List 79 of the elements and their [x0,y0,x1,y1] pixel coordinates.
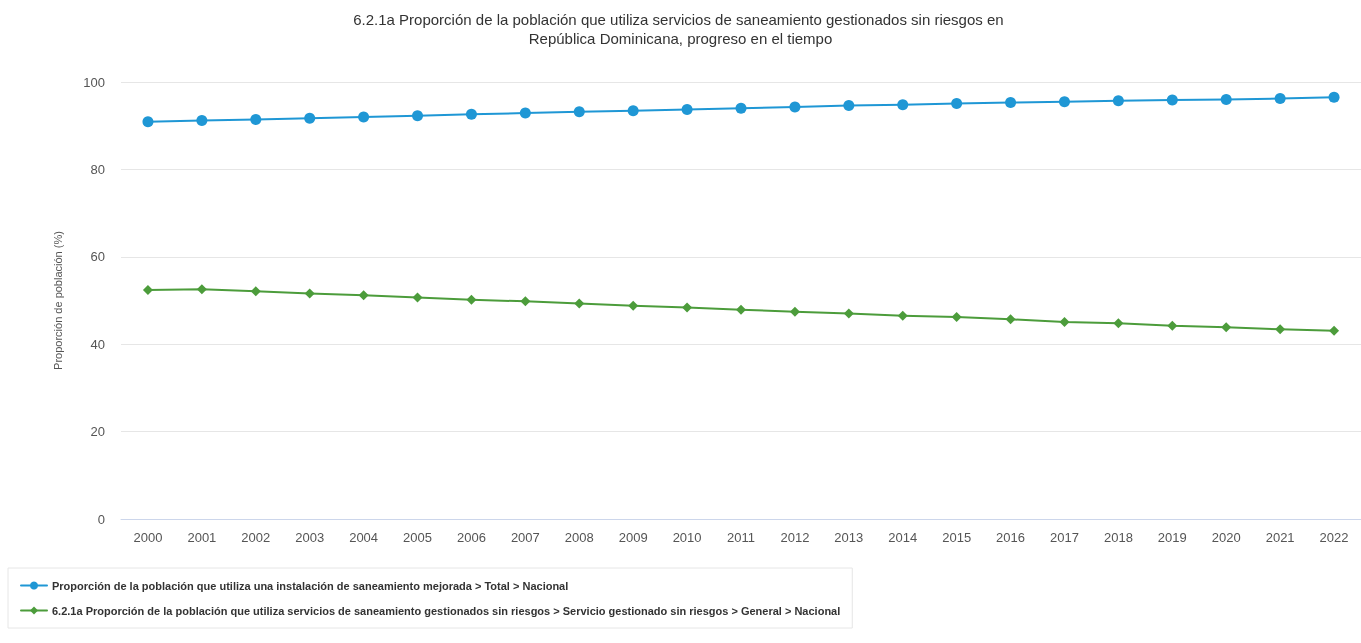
point [682,302,693,313]
point [196,114,208,126]
x-tick-label: 2013 [834,530,864,545]
point [735,102,747,114]
point [1328,91,1340,103]
x-tick-label: 2010 [672,530,702,545]
y-tick-label: 40 [90,336,105,352]
point [1167,320,1178,331]
point [304,112,316,124]
point [520,296,531,307]
x-tick-label: 2018 [1103,530,1133,545]
point [142,116,154,128]
x-tick-label: 2001 [187,530,217,545]
point [412,292,423,303]
legend-label: Proporción de la población que utiliza una instalación de saneamiento mejorada > Total > Nacional [52,579,569,592]
x-tick-label: 2000 [133,530,163,545]
point [1221,322,1232,333]
point [358,290,369,301]
point [951,312,962,323]
x-tick-label: 2015 [942,530,972,545]
legend-label: 6.2.1a Proporción de la población que utiliza servicios de saneamiento gestionados sin riesgos > Servicio gestionado sin riesgos > General > Nacional [52,604,841,617]
x-tick-label: 2014 [888,530,918,545]
y-tick-label: 0 [97,511,105,527]
x-tick-label: 2012 [780,530,810,545]
point [465,108,477,120]
point [250,114,262,126]
point [466,294,477,305]
x-tick-label: 2006 [456,530,486,545]
point [412,110,424,122]
x-tick-label: 2016 [996,530,1026,545]
y-tick-label: 60 [90,249,105,265]
point [1005,97,1017,109]
y-tick-label: 20 [90,424,105,440]
point [142,285,153,296]
x-tick-label: 2021 [1265,530,1295,545]
point [681,104,693,116]
x-tick-label: 2017 [1050,530,1079,545]
x-tick-label: 2019 [1157,530,1187,545]
point [1275,324,1286,335]
x-tick-label: 2002 [241,530,271,545]
point [304,288,315,299]
point [1112,95,1124,107]
point [196,284,207,295]
point [736,304,746,315]
point [519,107,531,119]
point [951,97,963,109]
point [789,101,801,113]
point [1329,325,1340,336]
x-tick-label: 2008 [564,530,594,545]
point [573,106,585,118]
point [627,105,639,117]
chart-title: 6.2.1a Proporción de la población que utiliza servicios de saneamiento gestionados sin riesgos en República Dominicana, progreso en el tiempo [353,11,1008,47]
x-tick-label: 2009 [618,530,648,545]
point [1113,318,1124,329]
y-axis-title: Proporción de población (%) [51,231,64,370]
point [628,300,639,311]
point [1220,93,1232,105]
point [843,100,855,112]
point [1166,94,1178,106]
point [897,99,909,111]
y-tick-label: 100 [83,74,105,90]
x-tick-label: 2020 [1211,530,1241,545]
x-tick-label: 2011 [727,530,755,545]
x-tick-label: 2022 [1319,530,1349,545]
y-tick-label: 80 [90,161,105,177]
x-tick-label: 2004 [349,530,379,545]
point [1059,316,1070,327]
point [1005,314,1016,325]
point [843,308,854,319]
point [358,111,370,123]
point [1058,96,1070,108]
point [250,286,261,297]
x-tick-label: 2003 [295,530,325,545]
point [789,306,800,317]
point [574,298,585,309]
point [897,310,908,321]
point [1274,93,1286,105]
x-tick-label: 2005 [403,530,432,545]
x-tick-label: 2007 [510,530,540,545]
